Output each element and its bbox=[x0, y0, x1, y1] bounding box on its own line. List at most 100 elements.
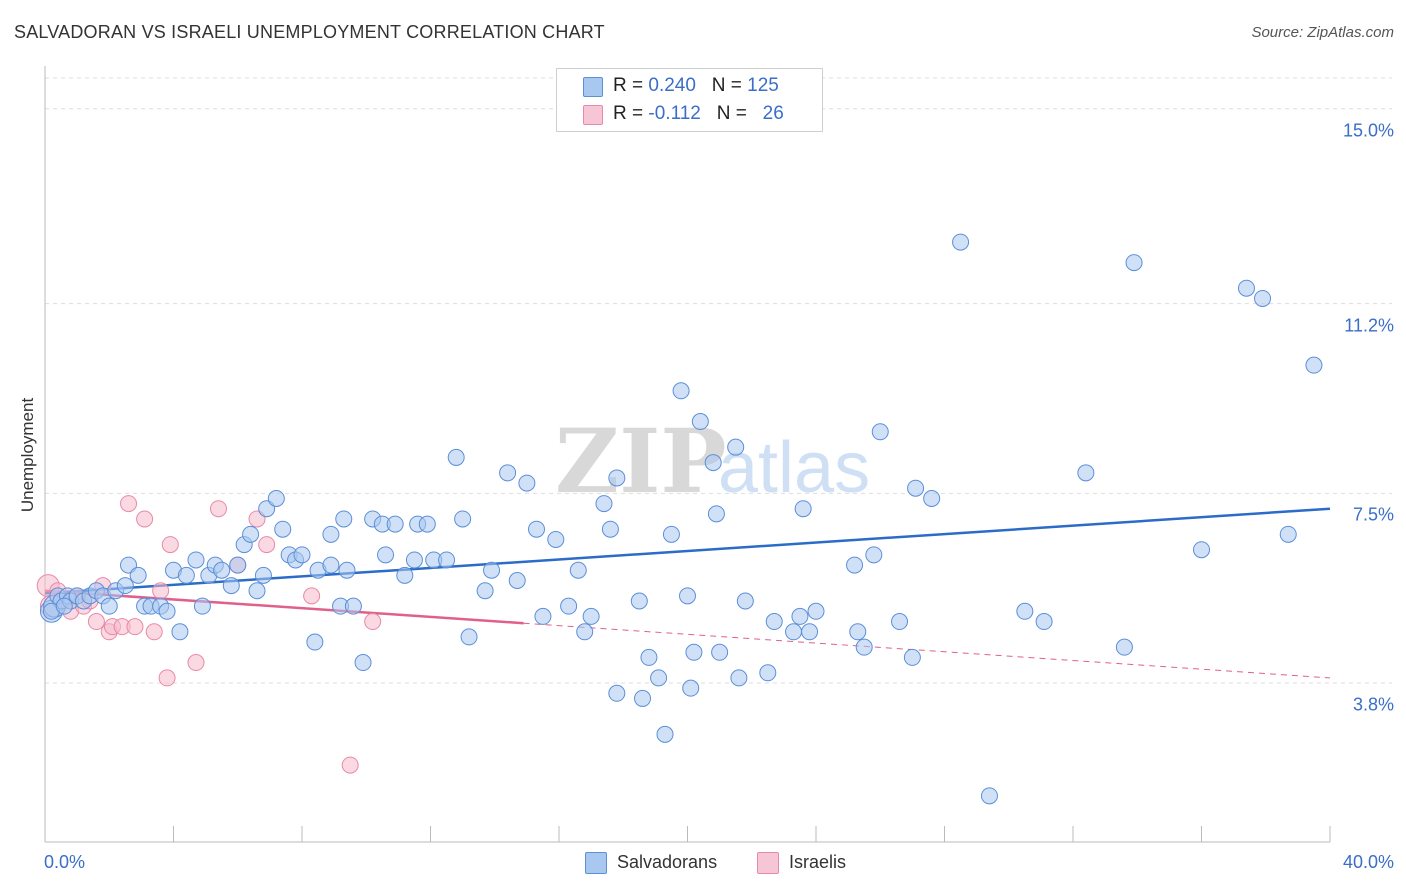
point-salvadoran bbox=[765, 613, 783, 631]
y-tick-label: 3.8% bbox=[1352, 694, 1394, 715]
point-salvadoran bbox=[952, 233, 970, 251]
bottom-legend-label-israelis: Israelis bbox=[789, 852, 847, 872]
bottom-legend-swatch-blue bbox=[585, 852, 607, 874]
point-salvadoran bbox=[907, 479, 925, 497]
point-salvadoran bbox=[100, 597, 118, 615]
point-salvadoran bbox=[476, 582, 494, 600]
point-salvadoran bbox=[785, 623, 803, 641]
point-salvadoran bbox=[801, 623, 819, 641]
legend-n-label: N = bbox=[716, 103, 747, 124]
point-israeli bbox=[87, 613, 105, 631]
point-salvadoran bbox=[377, 546, 395, 564]
point-israeli bbox=[126, 618, 144, 636]
point-salvadoran bbox=[447, 448, 465, 466]
point-salvadoran bbox=[1016, 602, 1034, 620]
point-salvadoran bbox=[171, 623, 189, 641]
point-salvadoran bbox=[662, 525, 680, 543]
point-salvadoran bbox=[656, 725, 674, 743]
point-salvadoran bbox=[460, 628, 478, 646]
grid bbox=[45, 77, 1392, 684]
point-salvadoran bbox=[1115, 638, 1133, 656]
point-salvadoran bbox=[158, 602, 176, 620]
point-israeli bbox=[145, 623, 163, 641]
point-salvadoran bbox=[891, 613, 909, 631]
point-salvadoran bbox=[254, 566, 272, 584]
point-salvadoran bbox=[711, 643, 729, 661]
point-salvadoran bbox=[630, 592, 648, 610]
point-salvadoran bbox=[528, 520, 546, 538]
point-israeli bbox=[120, 495, 138, 513]
point-salvadoran bbox=[871, 423, 889, 441]
point-salvadoran bbox=[1125, 254, 1143, 272]
axes bbox=[44, 66, 1331, 843]
point-salvadoran bbox=[483, 561, 501, 579]
point-salvadoran bbox=[274, 520, 292, 538]
point-salvadoran bbox=[865, 546, 883, 564]
point-israeli bbox=[161, 536, 179, 554]
point-salvadoran bbox=[229, 556, 247, 574]
point-salvadoran bbox=[248, 582, 266, 600]
point-salvadoran bbox=[608, 469, 626, 487]
point-salvadoran bbox=[418, 515, 436, 533]
point-israeli bbox=[136, 510, 154, 528]
legend-r-value-israelis: -0.112 bbox=[648, 103, 701, 124]
legend-swatch-blue bbox=[583, 77, 603, 97]
point-salvadoran bbox=[242, 525, 260, 543]
point-israeli bbox=[341, 756, 359, 774]
point-salvadoran bbox=[855, 638, 873, 656]
point-salvadoran bbox=[903, 648, 921, 666]
point-salvadoran bbox=[1279, 525, 1297, 543]
point-salvadoran bbox=[679, 587, 696, 605]
point-salvadoran bbox=[508, 571, 526, 589]
point-salvadoran bbox=[704, 454, 722, 472]
point-salvadoran bbox=[682, 679, 700, 697]
point-israeli bbox=[152, 582, 170, 600]
legend-swatch-pink bbox=[583, 105, 603, 125]
point-salvadoran bbox=[335, 510, 353, 528]
point-israeli bbox=[187, 654, 205, 672]
point-salvadoran bbox=[222, 577, 240, 595]
point-salvadoran bbox=[306, 633, 324, 651]
point-salvadoran bbox=[595, 495, 613, 513]
point-salvadoran bbox=[582, 607, 600, 625]
point-salvadoran bbox=[213, 561, 231, 579]
point-salvadoran bbox=[344, 597, 362, 615]
point-salvadoran bbox=[759, 664, 777, 682]
point-salvadoran bbox=[736, 592, 754, 610]
point-salvadoran bbox=[849, 623, 867, 641]
point-salvadoran bbox=[518, 474, 536, 492]
point-salvadoran bbox=[980, 787, 998, 805]
legend-r-label: R = bbox=[613, 103, 644, 124]
point-salvadoran bbox=[322, 525, 340, 543]
point-israeli bbox=[158, 669, 176, 687]
point-israeli bbox=[364, 613, 382, 631]
point-salvadoran bbox=[923, 489, 941, 507]
point-salvadoran bbox=[1305, 356, 1323, 374]
point-salvadoran bbox=[608, 684, 626, 702]
point-israeli bbox=[258, 536, 276, 554]
point-salvadoran bbox=[685, 643, 703, 661]
point-israeli bbox=[209, 500, 227, 518]
legend-n-label: N = bbox=[711, 75, 742, 96]
point-salvadoran bbox=[499, 464, 517, 482]
point-salvadoran bbox=[338, 561, 356, 579]
y-tick-label: 11.2% bbox=[1344, 315, 1394, 336]
point-salvadoran bbox=[576, 623, 594, 641]
trend-line-dashed-israelis bbox=[523, 622, 1331, 679]
point-salvadoran bbox=[1077, 464, 1095, 482]
point-salvadoran bbox=[1254, 289, 1272, 307]
legend-r-value-salvadorans: 0.240 bbox=[648, 75, 696, 96]
point-salvadoran bbox=[354, 654, 372, 672]
point-salvadoran bbox=[454, 510, 472, 528]
point-salvadoran bbox=[791, 607, 809, 625]
point-salvadoran bbox=[794, 500, 812, 518]
point-salvadoran bbox=[601, 520, 619, 538]
point-salvadoran bbox=[293, 546, 311, 564]
x-tick-label-min: 0.0% bbox=[44, 852, 86, 872]
point-salvadoran bbox=[534, 607, 552, 625]
point-salvadoran bbox=[560, 597, 578, 615]
chart-title: SALVADORAN VS ISRAELI UNEMPLOYMENT CORRE… bbox=[14, 22, 605, 42]
bottom-legend-label-salvadorans: Salvadorans bbox=[617, 852, 718, 872]
point-salvadoran bbox=[177, 566, 195, 584]
point-salvadoran bbox=[691, 413, 709, 431]
